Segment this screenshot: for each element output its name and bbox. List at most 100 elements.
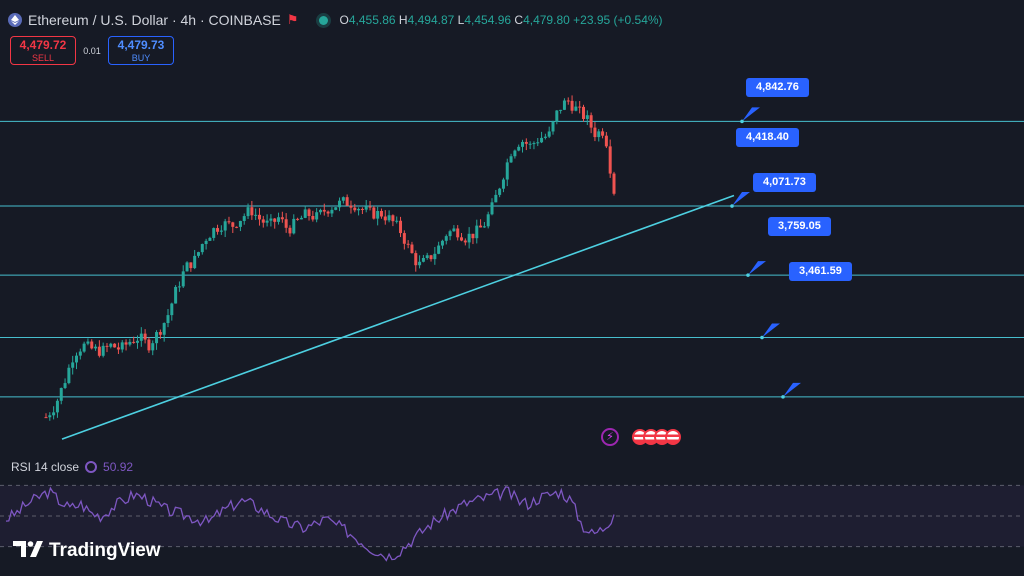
candle-body — [116, 347, 120, 350]
candle-body — [494, 194, 498, 203]
candle-body — [486, 214, 490, 227]
level-pointer — [748, 261, 766, 276]
candle-body — [429, 255, 433, 260]
candle-body — [440, 240, 444, 246]
rsi-line — [5, 486, 615, 562]
candle-body — [399, 220, 403, 234]
candle-body — [257, 214, 261, 220]
candle-body — [219, 230, 223, 232]
candle-body — [143, 333, 147, 340]
level-anchor — [781, 395, 785, 399]
candle-body — [593, 127, 597, 138]
candle-body — [338, 200, 342, 208]
candle-body — [181, 271, 185, 287]
candle-body — [315, 212, 319, 220]
trendline — [61, 194, 735, 440]
candle-body — [574, 106, 578, 111]
candle-body — [307, 209, 311, 216]
tradingview-logo: TradingView — [13, 540, 161, 562]
candle-body — [86, 341, 90, 344]
indicator-settings-icon[interactable] — [85, 461, 98, 473]
candle-body — [379, 210, 383, 217]
level-label[interactable]: 4,418.40 — [736, 128, 799, 147]
candle-body — [82, 343, 86, 352]
candle-body — [223, 221, 227, 231]
candle-body — [498, 188, 502, 195]
rsi-title[interactable]: RSI 14 close — [11, 460, 80, 474]
candle-body — [139, 333, 143, 341]
candle-body — [471, 233, 475, 239]
symbol-title[interactable]: Ethereum / U.S. Dollar · 4h · COINBASE — [28, 12, 281, 28]
candle-body — [330, 209, 334, 214]
candle-body — [410, 244, 414, 254]
candle-body — [235, 226, 239, 228]
candle-body — [238, 220, 242, 227]
candle-body — [189, 262, 193, 269]
candle-body — [341, 197, 345, 201]
candle-body — [44, 417, 48, 419]
candle-body — [254, 214, 258, 216]
flag-icon[interactable]: ⚑ — [286, 12, 299, 27]
candle-body — [543, 136, 547, 138]
level-label[interactable]: 4,071.73 — [753, 173, 816, 192]
candle-body — [585, 115, 589, 119]
candle-body — [231, 222, 235, 227]
candle-body — [155, 332, 159, 344]
candle-body — [128, 341, 132, 345]
candle-body — [582, 106, 586, 119]
candle-body — [395, 220, 399, 222]
candle-body — [200, 244, 204, 253]
candle-body — [71, 362, 75, 368]
candle-body — [383, 216, 387, 221]
candle-body — [216, 228, 220, 232]
candle-body — [280, 217, 284, 220]
candle-body — [52, 412, 56, 416]
level-label[interactable]: 4,842.76 — [746, 78, 809, 97]
candle-body — [604, 135, 608, 147]
sell-button[interactable]: 4,479.72 SELL — [10, 36, 76, 65]
candle-body — [387, 215, 391, 221]
level-pointer — [783, 382, 801, 397]
candle-body — [124, 342, 128, 345]
candle-body — [97, 346, 101, 356]
candle-body — [479, 225, 483, 228]
trendline-group — [61, 194, 735, 440]
candle-body — [517, 146, 521, 151]
candle-body — [349, 205, 353, 208]
us-flag-icon[interactable] — [665, 429, 681, 445]
candle-body — [59, 388, 63, 401]
candle-body — [528, 143, 532, 145]
candle-body — [246, 207, 250, 217]
candle-body — [570, 100, 574, 111]
ethereum-icon — [8, 13, 22, 27]
candle-body — [67, 367, 71, 384]
candle-body — [421, 258, 425, 262]
candle-body — [265, 220, 269, 223]
level-anchor — [760, 335, 764, 340]
level-anchor — [730, 204, 734, 208]
candle-body — [490, 202, 494, 215]
candle-body — [227, 221, 231, 223]
ohlc-values: O4,455.86 H4,494.87 L4,454.96 C4,479.80 … — [339, 13, 663, 27]
lightning-icon[interactable]: ⚡ — [601, 428, 619, 446]
candle-body — [208, 237, 212, 241]
candle-body — [135, 340, 139, 343]
rsi-legend: RSI 14 close 50.92 — [11, 460, 133, 474]
candle-body — [418, 261, 422, 266]
candle-body — [578, 106, 582, 108]
candle-body — [296, 218, 300, 220]
level-label[interactable]: 3,461.59 — [789, 262, 852, 281]
candle-body — [391, 215, 395, 222]
candle-body — [364, 206, 368, 210]
candle-body — [448, 231, 452, 237]
candle-body — [147, 339, 151, 351]
candlesticks — [44, 95, 616, 421]
candle-body — [368, 206, 372, 208]
level-label[interactable]: 3,759.05 — [768, 217, 831, 236]
candle-body — [601, 131, 605, 136]
buy-button[interactable]: 4,479.73 BUY — [108, 36, 174, 65]
candle-body — [78, 351, 82, 356]
candle-body — [242, 216, 246, 221]
candle-body — [406, 243, 410, 245]
